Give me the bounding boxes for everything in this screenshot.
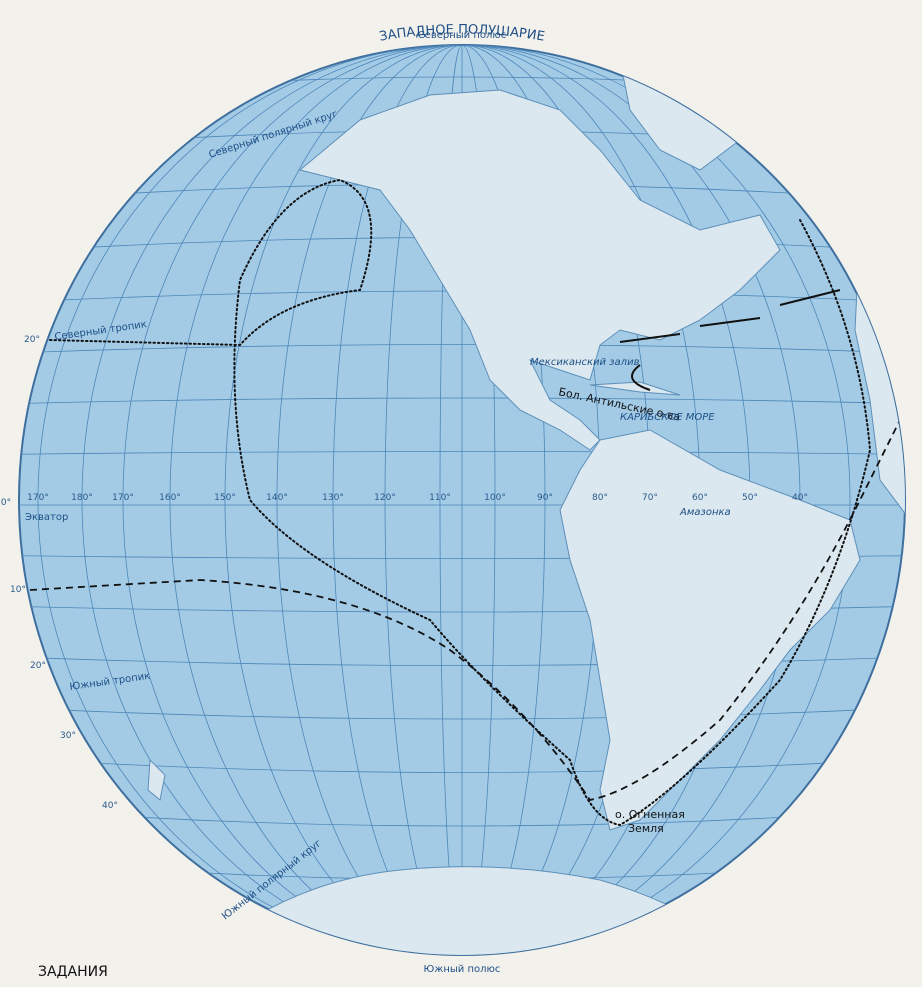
longitude-label: 80°: [592, 493, 608, 503]
routes: [29, 178, 901, 827]
parallel: [19, 706, 905, 720]
latitude-label: 20°: [30, 661, 46, 671]
longitude-label: 160°: [159, 493, 181, 503]
longitude-label: 110°: [429, 493, 451, 503]
south-pole: Южный полюс: [424, 964, 501, 975]
equator: Экватор: [25, 512, 68, 523]
latitude-label: 10°: [10, 585, 26, 595]
longitude-label: 180°: [71, 493, 93, 503]
longitude-label: 60°: [692, 493, 708, 503]
arrow: [619, 289, 841, 391]
map-title-text: ЗАПАДНОЕ ПОЛУШАРИЕ: [378, 22, 546, 44]
parallel: [19, 656, 905, 666]
parallel: [19, 397, 905, 405]
new-zealand: [147, 758, 166, 801]
latitude-label: 30°: [60, 731, 76, 741]
landmasses: [147, 49, 905, 955]
north-america: [298, 89, 781, 451]
longitude-label: 40°: [792, 493, 808, 503]
latitude-label: 40°: [102, 801, 118, 811]
longitude-label: 170°: [112, 493, 134, 503]
longitude-label: 70°: [642, 493, 658, 503]
latitude-label: 0°: [1, 498, 11, 508]
longitude-label: 100°: [484, 493, 506, 503]
longitude-label: 170°: [27, 493, 49, 503]
meridian: [81, 45, 463, 955]
amazon: Амазонка: [679, 507, 731, 518]
route-dotted: [49, 178, 872, 827]
longitude-label: 120°: [374, 493, 396, 503]
longitude-label: 130°: [322, 493, 344, 503]
longitude-label: 150°: [214, 493, 236, 503]
longitude-label: 50°: [742, 493, 758, 503]
longitude-label: 140°: [266, 493, 288, 503]
map-title: ЗАПАДНОЕ ПОЛУШАРИЕ: [378, 22, 546, 44]
caribbean: КАРИБСКОЕ МОРЕ: [620, 412, 715, 423]
route-dashed: [29, 419, 901, 802]
gulf: Мексиканский залив: [530, 357, 640, 368]
tierra-del-fuego: о. Огненная: [615, 808, 685, 821]
longitude-label: 90°: [537, 493, 553, 503]
parallel: [19, 344, 905, 354]
parallel: [19, 757, 905, 773]
tierra-del-fuego: Земля: [628, 822, 664, 835]
meridian: [37, 45, 463, 955]
north-pole: Северный полюс: [418, 30, 507, 41]
tasks-heading: ЗАДАНИЯ: [38, 964, 108, 980]
parallel: [19, 451, 905, 455]
latitude-label: 20°: [24, 335, 40, 345]
cuba: [589, 381, 681, 396]
